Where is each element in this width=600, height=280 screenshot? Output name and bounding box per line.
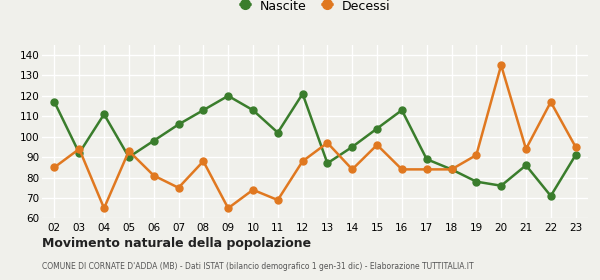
Text: Movimento naturale della popolazione: Movimento naturale della popolazione	[42, 237, 311, 249]
Decessi	[76, 147, 83, 151]
Decessi	[547, 100, 554, 104]
Decessi	[398, 168, 406, 171]
Decessi	[51, 166, 58, 169]
Decessi	[299, 160, 306, 163]
Nascite	[497, 184, 505, 187]
Nascite	[572, 153, 579, 157]
Decessi	[200, 160, 207, 163]
Line: Decessi: Decessi	[51, 62, 579, 212]
Decessi	[373, 143, 380, 146]
Nascite	[473, 180, 480, 183]
Nascite	[150, 139, 157, 143]
Nascite	[547, 194, 554, 198]
Legend: Nascite, Decessi: Nascite, Decessi	[240, 0, 390, 13]
Decessi	[224, 207, 232, 210]
Line: Nascite: Nascite	[51, 90, 579, 199]
Decessi	[125, 149, 133, 153]
Decessi	[150, 174, 157, 177]
Nascite	[523, 164, 530, 167]
Decessi	[324, 141, 331, 144]
Decessi	[175, 186, 182, 190]
Nascite	[299, 92, 306, 95]
Nascite	[250, 108, 257, 112]
Nascite	[448, 168, 455, 171]
Decessi	[423, 168, 430, 171]
Nascite	[200, 108, 207, 112]
Decessi	[250, 188, 257, 192]
Decessi	[448, 168, 455, 171]
Decessi	[100, 207, 107, 210]
Nascite	[324, 162, 331, 165]
Decessi	[274, 198, 281, 202]
Decessi	[349, 168, 356, 171]
Decessi	[497, 64, 505, 67]
Nascite	[349, 145, 356, 149]
Nascite	[224, 94, 232, 97]
Nascite	[423, 157, 430, 161]
Nascite	[125, 155, 133, 159]
Decessi	[473, 153, 480, 157]
Nascite	[175, 123, 182, 126]
Nascite	[373, 127, 380, 130]
Nascite	[274, 131, 281, 134]
Nascite	[100, 113, 107, 116]
Decessi	[572, 145, 579, 149]
Text: COMUNE DI CORNATE D'ADDA (MB) - Dati ISTAT (bilancio demografico 1 gen-31 dic) -: COMUNE DI CORNATE D'ADDA (MB) - Dati IST…	[42, 262, 473, 271]
Nascite	[76, 151, 83, 155]
Nascite	[51, 100, 58, 104]
Nascite	[398, 108, 406, 112]
Decessi	[523, 147, 530, 151]
